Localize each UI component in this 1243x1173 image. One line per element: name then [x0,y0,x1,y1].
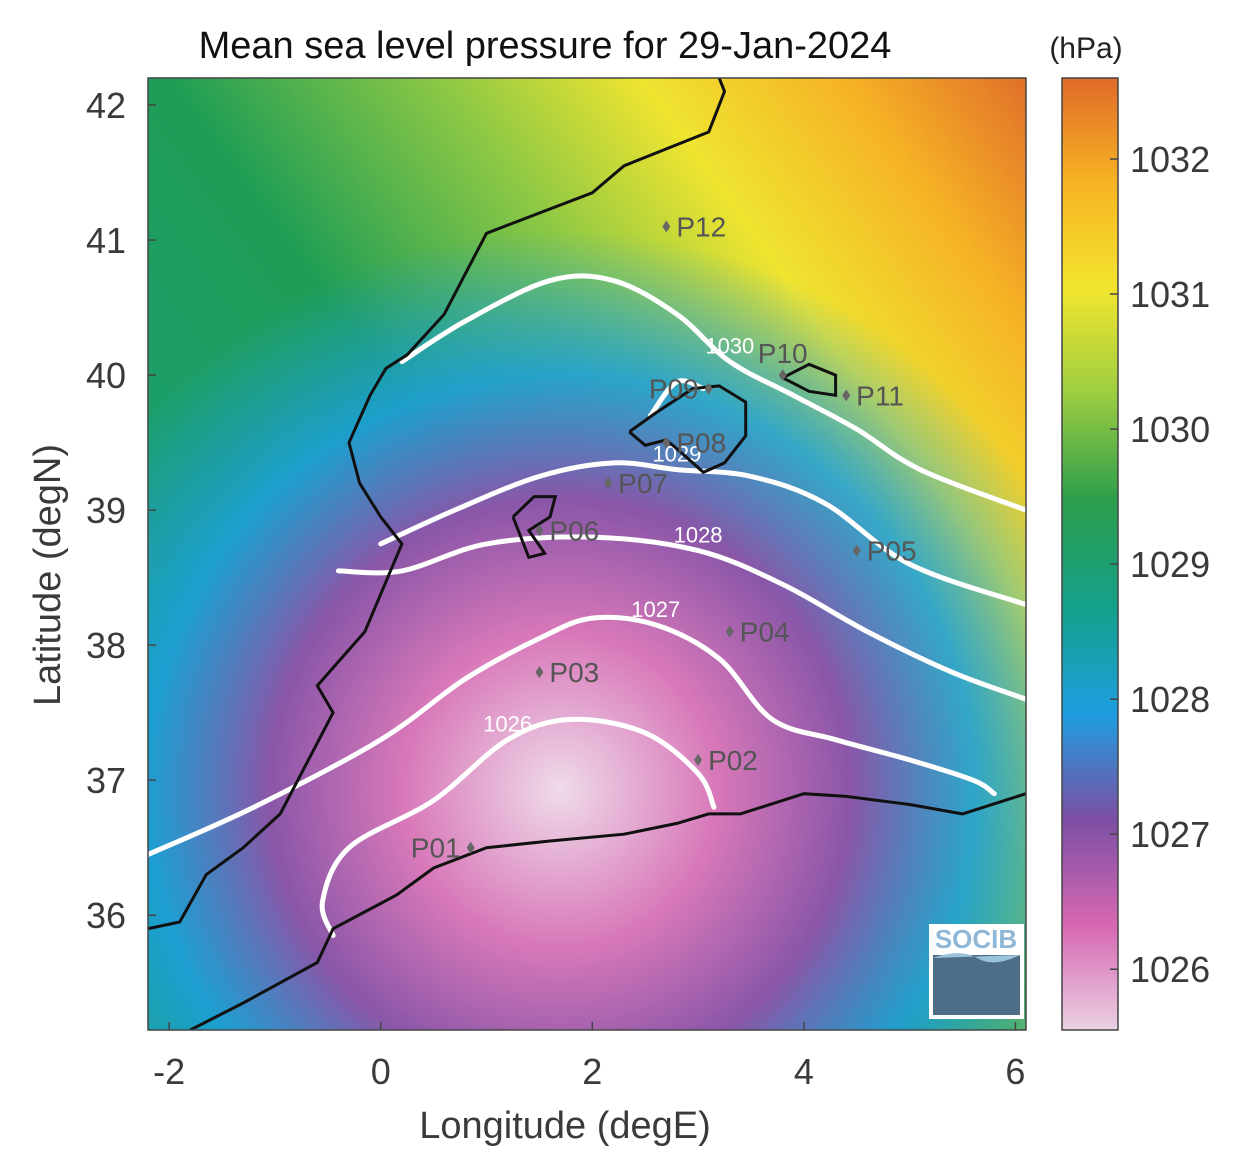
y-tick-label: 40 [86,355,126,396]
y-axis-ticks: 36 37 38 39 40 41 42 [86,85,156,936]
y-tick-label: 36 [86,895,126,936]
colorbar-tick-label: 1030 [1130,409,1210,450]
station-marker-P07 [604,477,613,490]
station-label-P09: P09 [649,374,699,405]
y-tick-label: 42 [86,85,126,126]
y-tick-label: 38 [86,625,126,666]
logo-wave-block [933,955,1020,1015]
station-marker-P10 [778,369,787,382]
station-marker-P03 [535,666,544,679]
contour-line-1 [148,614,997,857]
station-label-P02: P02 [708,745,758,776]
station-marker-P02 [694,753,703,766]
station-marker-P12 [662,220,671,233]
logo-text: SOCIB [935,924,1017,954]
coastline-mallorca [628,384,748,475]
station-label-P08: P08 [676,428,726,459]
plot-frame [147,77,1027,1031]
x-tick-label: 4 [794,1051,814,1092]
colorbar-tick-label: 1032 [1130,139,1210,180]
x-tick-label: 6 [1005,1051,1025,1092]
contour-label-1030: 1030 [705,334,754,359]
coastline-iberia [148,78,727,931]
socib-logo: SOCIB [929,924,1024,1019]
contour-label-1028: 1028 [674,523,723,548]
colorbar-tick-label: 1029 [1130,544,1210,585]
colorbar-tick-label: 1026 [1130,949,1210,990]
contour-line-3 [378,460,1026,608]
station-label-P06: P06 [549,515,599,546]
contour-line-2 [335,534,1026,702]
chart-title: Mean sea level pressure for 29-Jan-2024 [199,25,892,67]
contour-line-0 [319,716,717,938]
station-label-P01: P01 [411,833,461,864]
colorbar-gradient [1061,77,1119,1031]
station-marker-P09 [704,382,713,395]
coastline-menorca [782,362,838,398]
pressure-field-low [148,78,1026,1030]
station-marker-P06 [535,524,544,537]
y-tick-label: 39 [86,490,126,531]
coastline-north-africa [189,792,1026,1030]
station-label-P04: P04 [740,617,790,648]
y-tick-label: 37 [86,760,126,801]
station-marker-P11 [842,389,851,402]
colorbar-ticks: 1026 1027 1028 1029 1030 1031 1032 [1110,139,1210,990]
y-tick-label: 41 [86,220,126,261]
y-axis-label: Latitude (degN) [27,444,69,706]
station-label-P10: P10 [758,338,808,369]
x-tick-label: 2 [582,1051,602,1092]
x-axis-ticks: -2 0 2 4 6 [153,1022,1025,1092]
colorbar: 1026 1027 1028 1029 1030 1031 1032 (hPa) [1049,32,1210,1031]
colorbar-tick-label: 1028 [1130,679,1210,720]
station-marker-P01 [466,841,475,854]
contour-line-4 [399,273,1026,513]
station-marker-P05 [852,544,861,557]
colorbar-unit: (hPa) [1049,32,1122,65]
station-markers: P01 P02 P03 P04 P05 P06 P07 P08 P09 P10 P11 P12 [411,212,917,864]
station-label-P03: P03 [549,657,599,688]
colorbar-tick-label: 1027 [1130,814,1210,855]
station-label-P12: P12 [676,212,726,243]
station-marker-P04 [725,625,734,638]
x-tick-label: 0 [371,1051,391,1092]
contour-line-5 [648,378,706,419]
logo-wave-icon [933,953,1020,963]
contour-label-1026: 1026 [483,712,532,737]
x-axis-label: Longitude (degE) [419,1105,711,1147]
station-label-P05: P05 [867,536,917,567]
x-tick-label: -2 [153,1051,185,1092]
station-label-P07: P07 [618,468,668,499]
coastline-ibiza [511,495,558,560]
station-marker-P08 [662,436,671,449]
contour-label-1027: 1027 [631,597,680,622]
colorbar-tick-label: 1031 [1130,274,1210,315]
station-label-P11: P11 [856,380,904,411]
